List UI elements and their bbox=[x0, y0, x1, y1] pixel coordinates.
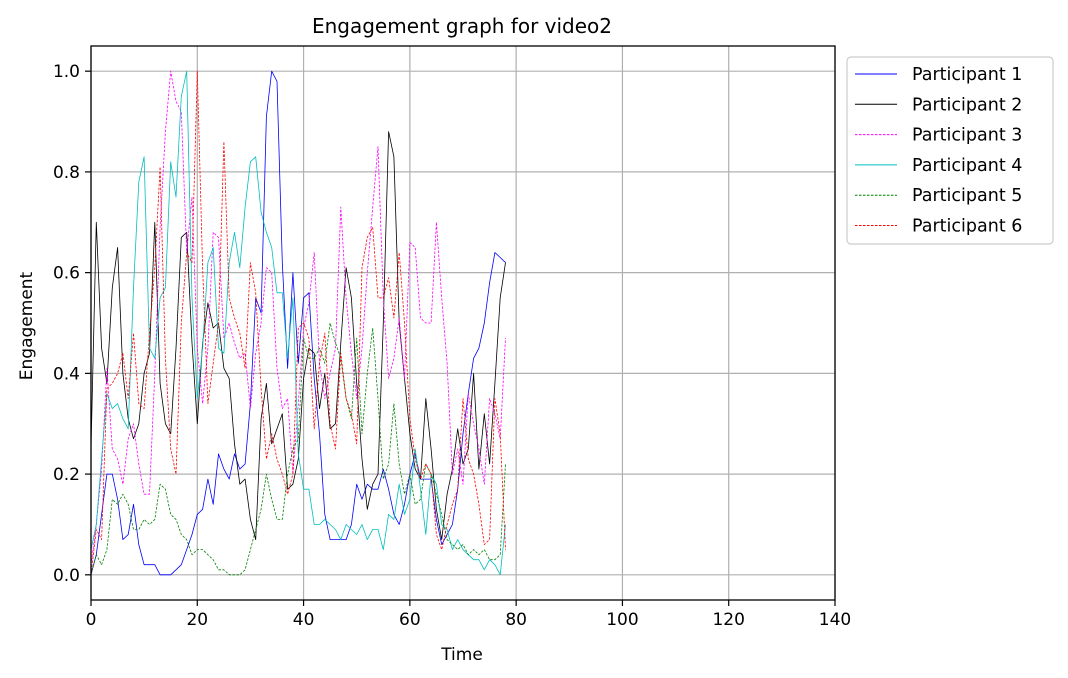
legend-label-participant-6: Participant 6 bbox=[912, 217, 1022, 237]
series-lines bbox=[90, 70, 506, 576]
y-tick-label: 0.4 bbox=[53, 364, 80, 384]
x-axis-label: Time bbox=[440, 645, 483, 665]
legend-box bbox=[846, 56, 1054, 245]
y-axis-label: Engagement bbox=[17, 271, 37, 380]
y-axis-ticks: 0.0 0.2 0.4 0.6 0.8 1.0 bbox=[53, 62, 91, 586]
series-line-participant-4 bbox=[90, 70, 506, 576]
series-line-participant-1 bbox=[90, 70, 506, 576]
x-tick-label: 80 bbox=[505, 610, 527, 630]
x-tick-label: 100 bbox=[606, 610, 638, 630]
legend-label-participant-3: Participant 3 bbox=[912, 126, 1022, 146]
series-line-participant-5 bbox=[90, 322, 506, 576]
series-line-participant-3 bbox=[90, 70, 506, 565]
x-tick-label: 20 bbox=[186, 610, 208, 630]
x-tick-label: 0 bbox=[86, 610, 97, 630]
y-tick-label: 0.2 bbox=[53, 465, 80, 485]
x-tick-label: 120 bbox=[712, 610, 744, 630]
chart-title: Engagement graph for video2 bbox=[312, 14, 612, 38]
y-tick-label: 1.0 bbox=[53, 62, 80, 82]
y-tick-label: 0.0 bbox=[53, 566, 80, 586]
legend-label-participant-2: Participant 2 bbox=[912, 95, 1022, 115]
legend-label-participant-5: Participant 5 bbox=[912, 186, 1022, 206]
y-tick-label: 0.8 bbox=[53, 163, 80, 183]
x-tick-label: 140 bbox=[819, 610, 851, 630]
series-line-participant-6 bbox=[90, 70, 506, 575]
x-tick-label: 60 bbox=[399, 610, 421, 630]
legend-label-participant-4: Participant 4 bbox=[912, 156, 1022, 176]
x-axis-ticks: 0 20 40 60 80 100 120 140 bbox=[86, 600, 851, 630]
series-line-participant-2 bbox=[90, 131, 506, 540]
legend-label-participant-1: Participant 1 bbox=[912, 65, 1022, 85]
legend: Participant 1 Participant 2 Participant 3 P… bbox=[846, 56, 1054, 245]
x-tick-label: 40 bbox=[293, 610, 315, 630]
y-tick-label: 0.6 bbox=[53, 264, 80, 284]
plot-frame bbox=[90, 45, 836, 601]
grid-lines bbox=[90, 46, 836, 600]
